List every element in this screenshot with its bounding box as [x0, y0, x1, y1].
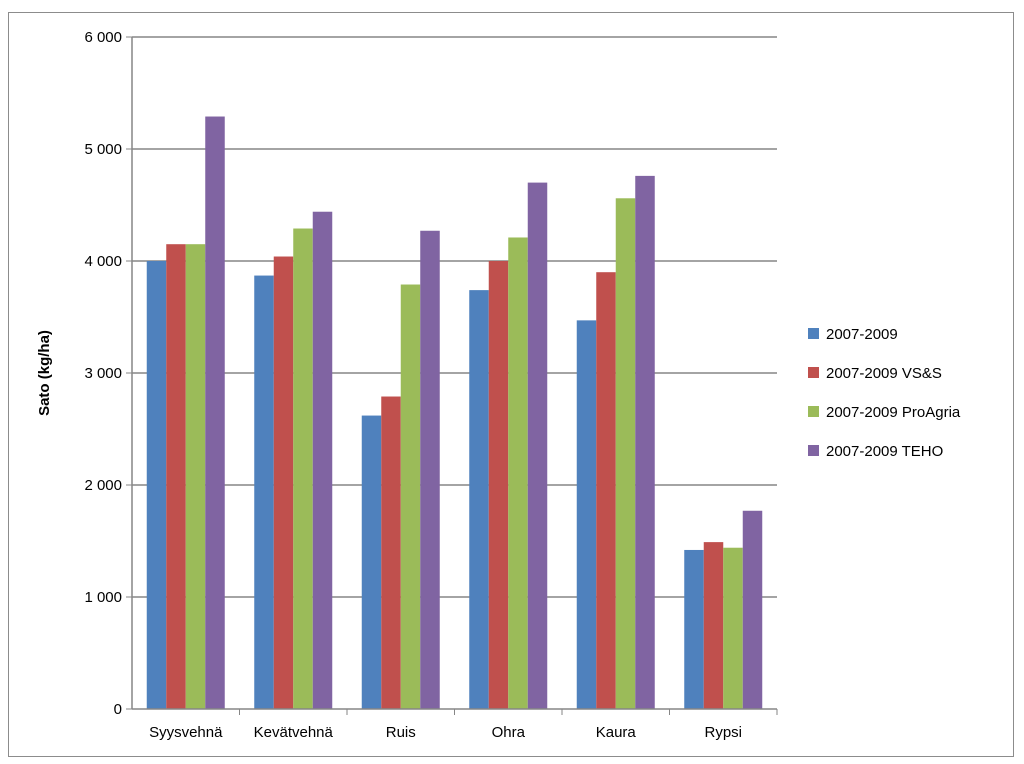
- y-tick-label: 2 000: [84, 477, 122, 494]
- legend-label: 2007-2009 VS&S: [826, 365, 942, 382]
- bar: [254, 275, 274, 709]
- legend-label: 2007-2009 ProAgria: [826, 404, 961, 421]
- bar: [615, 198, 636, 709]
- chart-frame: 0 1 000 2 000 3 000 4 000 5 000 6 000 Syysvehn…: [8, 12, 1014, 757]
- y-tick-label: 1 000: [84, 589, 122, 606]
- bar: [293, 228, 313, 709]
- legend-label: 2007-2009: [826, 326, 898, 343]
- bar: [361, 415, 382, 709]
- bar: [205, 116, 225, 709]
- y-tick-label: 4 000: [84, 253, 122, 270]
- bar: [596, 272, 616, 709]
- bar: [185, 244, 206, 709]
- bar: [381, 396, 401, 709]
- bar: [684, 549, 704, 709]
- legend-swatch: [808, 328, 819, 339]
- bar: [508, 237, 528, 710]
- bar: [166, 244, 186, 709]
- x-tick-labels: Syysvehnä Kevätvehnä Ruis Ohra Kaura Rypsi: [149, 724, 742, 741]
- y-tick-label: 0: [114, 701, 122, 718]
- bar: [742, 510, 763, 709]
- x-tick-label: Syysvehnä: [149, 724, 223, 741]
- bar: [273, 256, 294, 709]
- bar-chart: 0 1 000 2 000 3 000 4 000 5 000 6 000 Syysvehn…: [36, 29, 961, 741]
- bar: [469, 290, 489, 709]
- y-tick-label: 6 000: [84, 29, 122, 46]
- bar: [703, 542, 724, 709]
- gridlines: [126, 36, 777, 710]
- bar: [146, 261, 167, 709]
- legend: 2007-2009 2007-2009 VS&S 2007-2009 ProAgri…: [808, 326, 961, 460]
- bar: [527, 182, 548, 710]
- x-tick-label: Rypsi: [704, 724, 742, 741]
- y-axis-title: Sato (kg/ha): [36, 330, 53, 416]
- y-tick-labels: 0 1 000 2 000 3 000 4 000 5 000 6 000: [84, 29, 122, 718]
- legend-swatch: [808, 445, 819, 456]
- legend-label: 2007-2009 TEHO: [826, 443, 943, 460]
- x-tick-label: Kaura: [596, 724, 637, 741]
- bar: [420, 230, 440, 709]
- legend-swatch: [808, 406, 819, 417]
- bar: [723, 547, 743, 709]
- bar: [635, 175, 655, 709]
- bar: [488, 261, 509, 709]
- y-tick-label: 5 000: [84, 141, 122, 158]
- x-tick-label: Ruis: [386, 724, 416, 741]
- x-tick-label: Kevätvehnä: [254, 724, 334, 741]
- bar: [576, 320, 597, 709]
- axes: [131, 37, 778, 715]
- bar: [312, 211, 333, 709]
- y-tick-label: 3 000: [84, 365, 122, 382]
- bars: [146, 116, 763, 710]
- bar: [400, 284, 421, 709]
- legend-swatch: [808, 367, 819, 378]
- x-tick-label: Ohra: [492, 724, 526, 741]
